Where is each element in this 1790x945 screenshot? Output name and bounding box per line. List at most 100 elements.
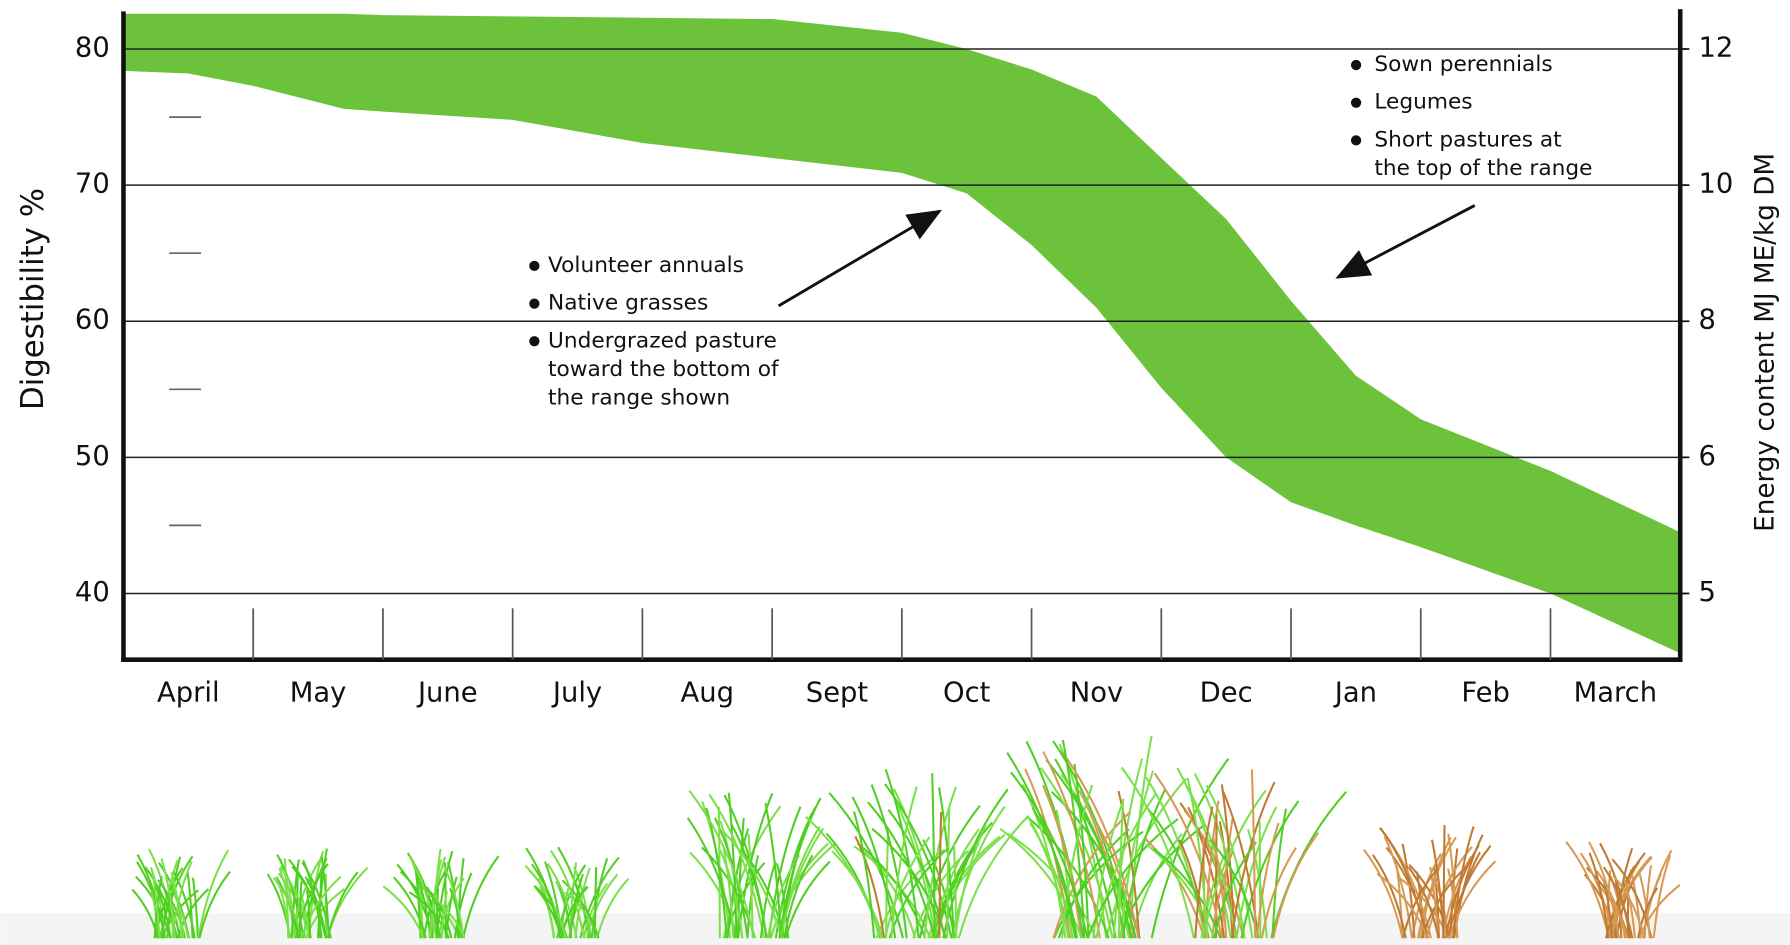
grass-blade (1401, 869, 1438, 939)
grass-blade (1105, 777, 1188, 939)
y2-axis-title: Energy content MJ ME/kg DM (1750, 153, 1780, 532)
grass-blade (890, 786, 918, 939)
grass-blade (1363, 848, 1404, 939)
grass-blade (722, 846, 735, 939)
grass-blade (1595, 870, 1627, 939)
bullet (1350, 97, 1362, 108)
y-tick-label: 60 (75, 305, 110, 336)
grass-blade (435, 888, 440, 939)
grass-blade (1194, 806, 1214, 939)
grass-blade (769, 842, 837, 939)
x-tick-label: Jan (1333, 677, 1377, 708)
grass-blade (546, 863, 578, 939)
grass-blade (1073, 792, 1126, 939)
grass-blade (783, 854, 814, 939)
grass-blade (1041, 784, 1083, 939)
grass-blade (1449, 848, 1459, 939)
grass-blade (1407, 866, 1440, 939)
grass-blade (938, 811, 943, 939)
grass-blade (425, 886, 448, 939)
bullet (1350, 135, 1362, 146)
grass-blade (851, 796, 897, 939)
grass-blade (870, 784, 908, 939)
grass-blade (884, 836, 931, 939)
grass-blade (688, 790, 756, 939)
grass-blade (382, 885, 425, 939)
grass-blade (775, 863, 790, 939)
grass-blade (1235, 806, 1278, 939)
y2-tick-label: 12 (1698, 33, 1733, 64)
grass-blade (1612, 874, 1646, 939)
grass-blade (442, 863, 465, 939)
grass-blade (1260, 847, 1297, 939)
grass-blade (290, 859, 300, 939)
grass-blade (172, 870, 196, 939)
grass-blade (1255, 822, 1280, 939)
grass-blade (779, 827, 825, 939)
grass-blade (1211, 851, 1234, 939)
y2-tick-label: 10 (1698, 169, 1733, 200)
grass-blade (1054, 758, 1117, 939)
y2-tick-label: 6 (1698, 441, 1715, 472)
grass-blade (1448, 860, 1497, 939)
grass-blade (1614, 875, 1623, 939)
grass-blade (573, 866, 592, 939)
grass-blade (1031, 807, 1079, 939)
grass-blade (198, 870, 231, 939)
grass-blade (1588, 852, 1609, 939)
grass-blade (1452, 826, 1475, 939)
grass-blade (1605, 852, 1646, 939)
grass-blade (1073, 763, 1090, 939)
grass-blade (857, 842, 927, 939)
grass-blade (150, 890, 160, 939)
grass-blade (946, 807, 951, 939)
grass-blade (1271, 808, 1288, 939)
grass-blade (730, 823, 768, 939)
grass-blade (1272, 831, 1320, 939)
grass-blade (1202, 834, 1206, 939)
grass-blade (957, 815, 1030, 939)
grass-blade (736, 817, 745, 939)
y-tick-label: 70 (75, 169, 110, 200)
grass-blade (593, 867, 598, 939)
grass-blade (298, 881, 303, 939)
grass-blade (1430, 839, 1445, 939)
annotation-text: the range shown (548, 385, 730, 410)
annotation-text: Undergrazed pasture (548, 328, 777, 353)
x-tick-label: Feb (1461, 677, 1509, 708)
grass-blade (918, 805, 981, 939)
grass-blade (1376, 872, 1429, 939)
grass-blade (727, 792, 738, 939)
x-tick-label: Dec (1200, 677, 1253, 708)
x-tick-label: July (551, 677, 602, 708)
grass-blade (453, 872, 473, 939)
grass-blade (1597, 884, 1629, 939)
grass-blade (561, 879, 600, 939)
grass-blade (435, 850, 454, 939)
grass-blade (931, 773, 936, 939)
grass-blade (932, 821, 993, 939)
grass-blade (1117, 798, 1125, 939)
grass-blade (170, 872, 183, 939)
grass-blade (1218, 821, 1234, 939)
grass-illustrations (131, 735, 1681, 939)
grass-blade (550, 849, 586, 939)
grass-blade (888, 847, 949, 939)
annotation-text: Sown perennials (1374, 52, 1552, 77)
grass-blade (778, 797, 822, 939)
grass-blade (784, 860, 831, 939)
bullet (1350, 59, 1362, 71)
grass-blade (596, 877, 630, 939)
plot: 40 50 60 70 80 12 10 8 6 5 April May June July Aug Sept… (75, 9, 1733, 708)
grass-blade (954, 823, 988, 939)
y-tick-label: 40 (75, 577, 110, 608)
grass-blade (157, 889, 178, 939)
grass-blade (429, 859, 442, 939)
grass-blade (569, 873, 584, 939)
grass-blade (1623, 878, 1636, 939)
grass-blade (160, 858, 176, 939)
x-tick-label: Oct (943, 677, 991, 708)
grass-blade (1379, 827, 1428, 939)
annotation-text: Volunteer annuals (548, 253, 744, 278)
grass-blade (326, 871, 359, 939)
